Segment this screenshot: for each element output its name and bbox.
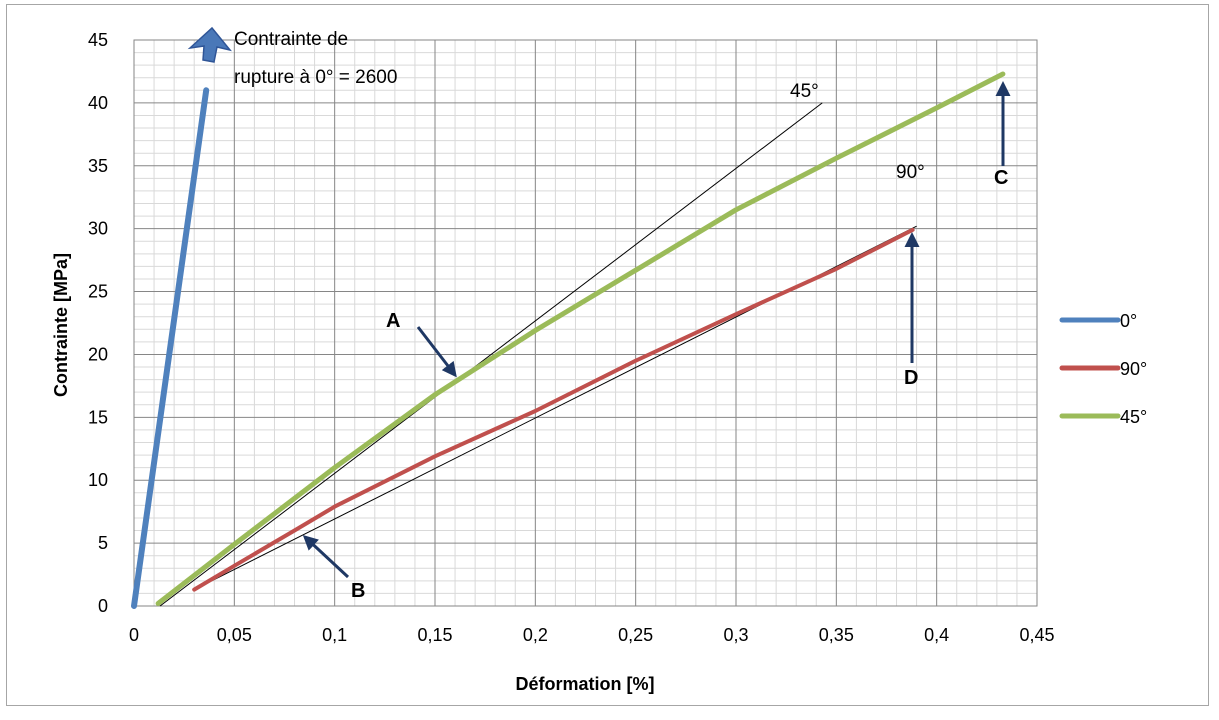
chart-frame [6, 4, 1209, 706]
y-axis-title: Contrainte [MPa] [51, 253, 71, 397]
x-tick-label: 0,25 [618, 625, 653, 645]
data-series [131, 71, 1006, 609]
x-axis-title: Déformation [%] [516, 674, 655, 694]
rupture-annotation-line2: rupture à 0° = 2600 [234, 67, 397, 88]
annotation-label-C: C [994, 167, 1008, 189]
legend-label: 0° [1120, 311, 1137, 331]
x-tick-label: 0,45 [1019, 625, 1054, 645]
series-line [155, 71, 1006, 606]
legend-label: 45° [1120, 407, 1147, 427]
x-tick-label: 0,3 [723, 625, 748, 645]
y-tick-label: 45 [88, 30, 108, 50]
y-tick-label: 10 [88, 470, 108, 490]
y-tick-label: 35 [88, 156, 108, 176]
y-tick-label: 5 [98, 533, 108, 553]
annotation-arrows [302, 81, 1011, 579]
annotation-label-A: A [386, 310, 400, 332]
y-tick-label: 15 [88, 407, 108, 427]
arrow-B [302, 534, 350, 579]
annotation-label-D: D [904, 367, 918, 389]
x-tick-label: 0 [129, 625, 139, 645]
y-tick-label: 0 [98, 596, 108, 616]
y-axis-ticks: 0 5 10 15 20 25 30 35 40 45 [88, 30, 108, 616]
x-tick-label: 0,2 [523, 625, 548, 645]
rupture-arrowhead [187, 26, 232, 63]
minor-gridlines [134, 40, 1037, 606]
tangent-label-45: 45° [790, 81, 819, 102]
x-tick-label: 0,15 [417, 625, 452, 645]
plot-area-border [133, 39, 1038, 607]
y-tick-label: 30 [88, 219, 108, 239]
annotation-label-B: B [351, 580, 365, 602]
series-line [131, 87, 210, 609]
legend-label: 90° [1120, 359, 1147, 379]
y-tick-label: 20 [88, 344, 108, 364]
x-tick-label: 0,35 [819, 625, 854, 645]
x-tick-label: 0,1 [322, 625, 347, 645]
y-tick-label: 40 [88, 93, 108, 113]
tangent-line [159, 102, 823, 607]
major-gridlines [134, 40, 1037, 606]
series-line [192, 227, 915, 592]
arrow-A [416, 326, 457, 378]
rupture-annotation-line1: Contrainte de [234, 29, 348, 50]
x-tick-label: 0,05 [217, 625, 252, 645]
tangent-label-90: 90° [896, 162, 925, 183]
y-tick-label: 25 [88, 282, 108, 302]
x-tick-label: 0,4 [924, 625, 949, 645]
x-axis-ticks: 0 0,05 0,1 0,15 0,2 0,25 0,3 0,35 0,4 0,45 [129, 625, 1055, 645]
legend: 0° 90° 45° [1059, 311, 1147, 427]
